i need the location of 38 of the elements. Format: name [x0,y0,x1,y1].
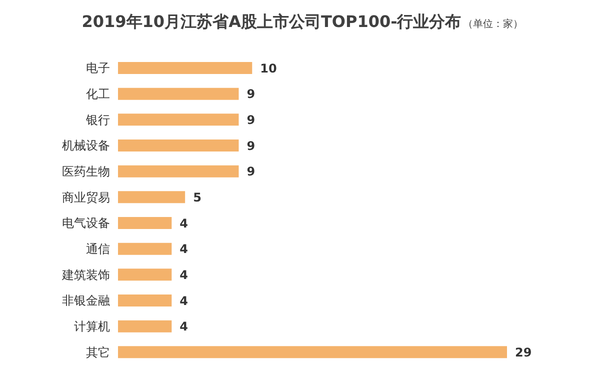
chart-title: 2019年10月江苏省A股上市公司TOP100-行业分布 [82,12,462,31]
bar [118,217,172,229]
data-label: 9 [246,87,256,102]
y-tick-label: 医药生物 [62,164,110,179]
bar [118,346,507,358]
y-tick-label: 化工 [86,87,110,102]
bar [118,114,239,126]
data-label: 29 [515,345,532,360]
y-tick-label: 银行 [85,112,110,127]
data-label: 4 [180,320,188,334]
data-label: 10 [260,61,277,76]
bar [118,165,239,178]
y-tick-label: 商业贸易 [62,190,110,204]
bar [118,320,172,332]
y-tick-label: 电子 [86,61,110,76]
y-tick-label: 机械设备 [62,138,110,153]
bar [118,191,186,204]
y-tick-label: 非银金融 [62,294,110,308]
bar [118,268,172,281]
y-tick-label: 计算机 [74,320,110,334]
y-tick-label: 通信 [86,242,110,256]
data-label: 4 [180,216,188,230]
bar [118,140,239,152]
bar [118,62,252,74]
data-label: 5 [193,190,202,204]
data-label: 4 [180,242,188,256]
y-tick-label: 其它 [86,345,110,360]
bar [118,88,239,100]
chart-subtitle: （单位：家） [463,19,524,30]
data-label: 9 [246,138,256,153]
y-tick-label: 建筑装饰 [61,268,110,282]
bar [118,294,172,306]
data-label: 4 [180,294,188,308]
y-tick-label: 电气设备 [62,216,110,230]
data-label: 9 [246,112,256,127]
data-label: 9 [246,164,256,179]
data-label: 4 [180,268,188,282]
bar [118,242,172,255]
